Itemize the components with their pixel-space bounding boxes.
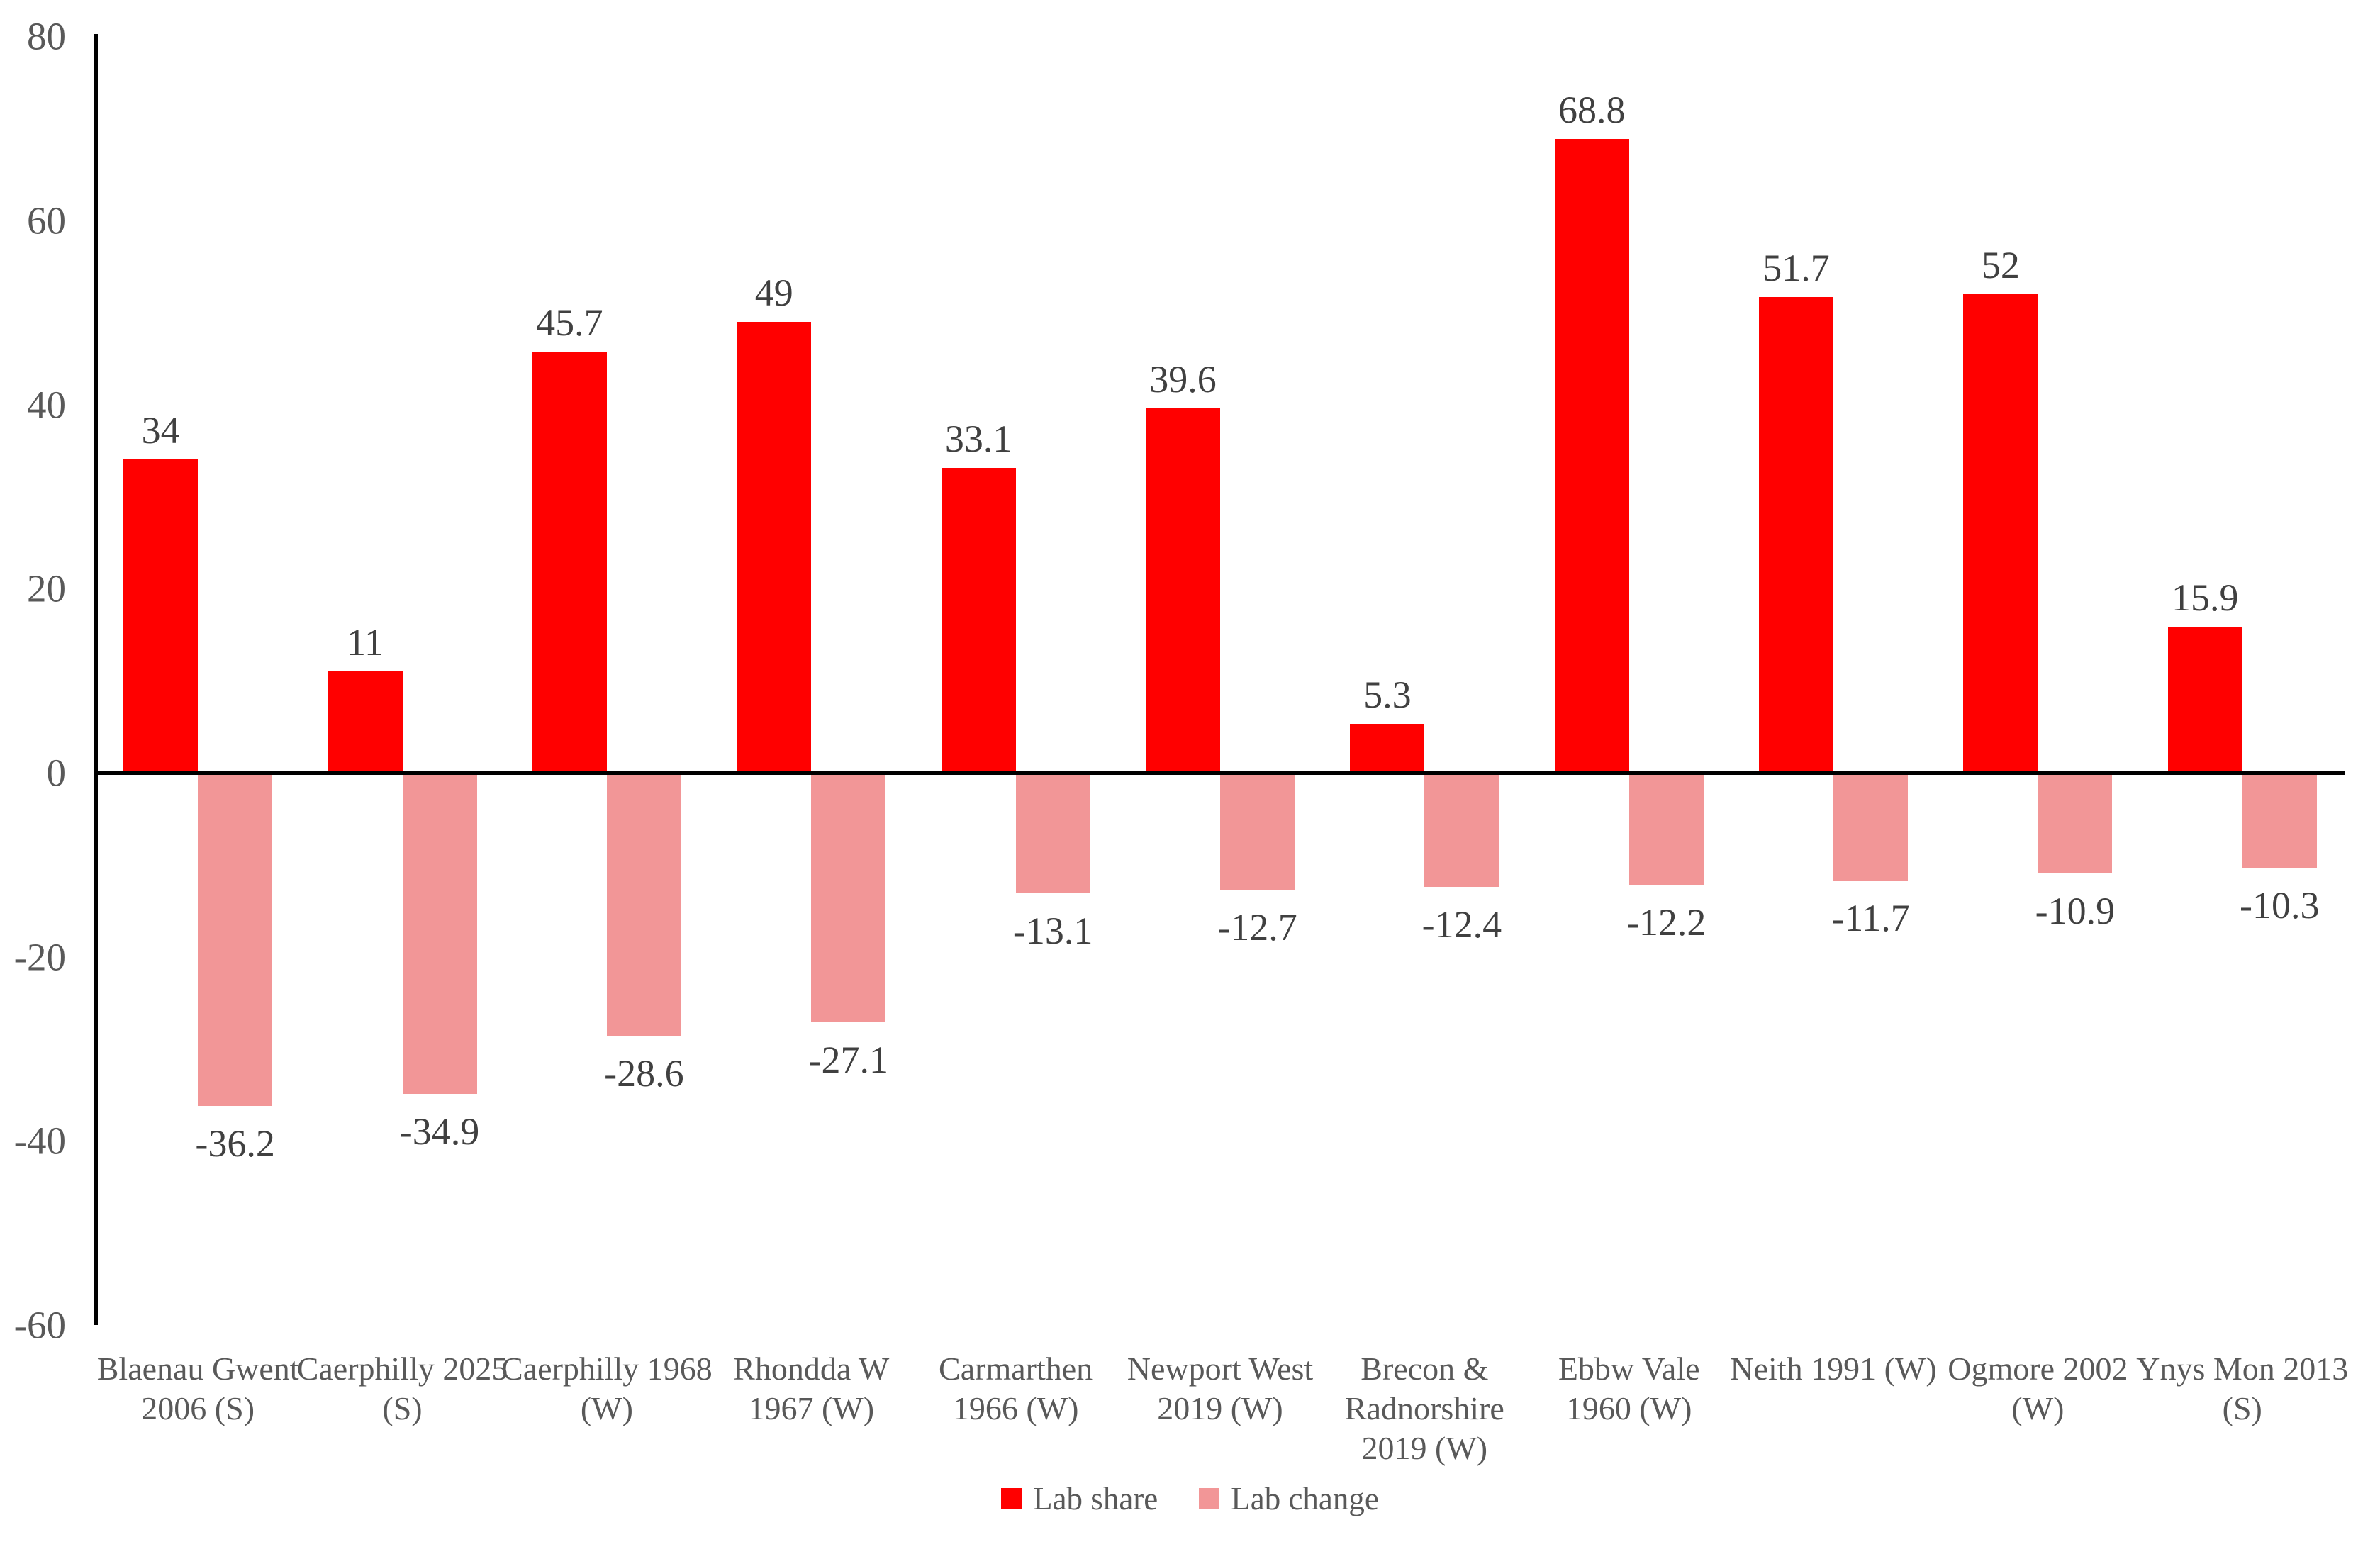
y-axis-line xyxy=(94,34,98,1325)
category-label-line: 2019 (W) xyxy=(1157,1390,1283,1427)
category-label-line: Rhondda W xyxy=(733,1351,890,1387)
legend: Lab share Lab change xyxy=(0,1480,2380,1517)
data-label-lab-change: -11.7 xyxy=(1831,896,1910,939)
legend-label: Lab share xyxy=(1033,1481,1158,1516)
y-tick-label: 40 xyxy=(27,383,66,427)
category-label-line: Carmarthen xyxy=(939,1351,1093,1387)
bar-lab-share xyxy=(1963,294,2038,773)
bar-lab-share xyxy=(1350,724,1425,773)
category-label-line: Radnorshire xyxy=(1344,1390,1504,1427)
bar-lab-change xyxy=(1015,773,1090,894)
category-label-line: Ogmore 2002 xyxy=(1948,1351,2128,1387)
category-label-line: (W) xyxy=(580,1390,633,1427)
category-label: Ebbw Vale 1960 (W) xyxy=(1480,1349,1778,1429)
category-label-line: 1960 (W) xyxy=(1565,1390,1692,1427)
category-label: Newport West 2019 (W) xyxy=(1071,1349,1369,1429)
category-label-line: Newport West xyxy=(1127,1351,1314,1387)
bar-lab-share xyxy=(123,459,199,773)
category-label-line: (S) xyxy=(2222,1390,2262,1427)
bar-lab-change xyxy=(1833,773,1909,881)
data-label-lab-share: 49 xyxy=(754,271,793,314)
bar-lab-change xyxy=(1424,773,1499,888)
data-label-lab-change: -10.3 xyxy=(2240,883,2320,927)
category-label: Ynys Mon 2013 (S) xyxy=(2094,1349,2380,1429)
bar-lab-share xyxy=(532,352,607,773)
y-tick-label: 80 xyxy=(27,14,66,58)
bar-lab-change xyxy=(1219,773,1295,890)
data-label-lab-change: -13.1 xyxy=(1012,910,1093,953)
category-label-line: Caerphilly 2025 xyxy=(296,1351,508,1387)
bar-lab-share xyxy=(2167,626,2242,773)
bar-lab-share xyxy=(941,468,1016,773)
category-label-line: (W) xyxy=(2011,1390,2065,1427)
y-tick-label: 20 xyxy=(27,566,66,610)
data-label-lab-share: 52 xyxy=(1981,243,2020,286)
data-label-lab-share: 68.8 xyxy=(1558,89,1626,132)
bar-lab-change xyxy=(606,773,681,1036)
data-label-lab-share: 34 xyxy=(141,409,180,452)
legend-item: Lab change xyxy=(1199,1480,1379,1517)
category-label: Ogmore 2002 (W) xyxy=(1889,1349,2186,1429)
bar-lab-share xyxy=(1554,139,1629,773)
data-label-lab-change: -27.1 xyxy=(808,1038,888,1081)
data-label-lab-change: -28.6 xyxy=(604,1052,684,1095)
bar-lab-share xyxy=(1145,408,1220,773)
data-label-lab-share: 5.3 xyxy=(1363,673,1412,717)
category-label: Brecon & Radnorshire 2019 (W) xyxy=(1275,1349,1573,1468)
bar-lab-share xyxy=(1759,296,1834,773)
bar-lab-change xyxy=(811,773,886,1022)
data-label-lab-change: -12.4 xyxy=(1421,903,1502,946)
category-label: Neith 1991 (W) xyxy=(1685,1349,1982,1389)
bar-lab-change xyxy=(198,773,273,1107)
data-label-lab-change: -12.7 xyxy=(1217,905,1297,949)
bar-lab-share xyxy=(737,321,812,773)
legend-label: Lab change xyxy=(1231,1481,1379,1516)
y-tick-label: -20 xyxy=(13,935,66,979)
category-label: Carmarthen 1966 (W) xyxy=(867,1349,1165,1429)
category-label: Rhondda W 1967 (W) xyxy=(662,1349,960,1429)
data-label-lab-share: 11 xyxy=(347,621,384,664)
category-label-line: Caerphilly 1968 xyxy=(501,1351,713,1387)
data-label-lab-change: -36.2 xyxy=(195,1122,275,1166)
data-label-lab-share: 39.6 xyxy=(1149,357,1217,401)
data-label-lab-change: -10.9 xyxy=(2035,889,2116,932)
y-tick-label: -40 xyxy=(13,1119,66,1163)
data-label-lab-share: 15.9 xyxy=(2172,576,2239,619)
category-label-line: 2006 (S) xyxy=(141,1390,255,1427)
category-label-line: Ebbw Vale xyxy=(1558,1351,1700,1387)
y-tick-label: 0 xyxy=(46,751,67,795)
category-label-line: Brecon & xyxy=(1361,1351,1489,1387)
bar-lab-change xyxy=(2242,773,2317,868)
y-tick-label: 60 xyxy=(27,199,66,242)
category-label-line: (S) xyxy=(382,1390,423,1427)
legend-swatch-icon xyxy=(1001,1488,1022,1509)
category-label-line: Neith 1991 (W) xyxy=(1730,1351,1937,1387)
category-label-line: 1967 (W) xyxy=(748,1390,875,1427)
category-label-line: 2019 (W) xyxy=(1361,1430,1488,1467)
y-tick-label: -60 xyxy=(13,1303,66,1347)
legend-swatch-icon xyxy=(1199,1488,1220,1509)
category-label: Caerphilly 2025 (S) xyxy=(254,1349,552,1429)
data-label-lab-share: 45.7 xyxy=(536,301,603,345)
bar-lab-change xyxy=(402,773,477,1095)
data-label-lab-share: 33.1 xyxy=(944,418,1012,461)
data-label-lab-change: -12.2 xyxy=(1626,901,1706,944)
category-label-line: Ynys Mon 2013 xyxy=(2136,1351,2349,1387)
bar-lab-change xyxy=(1628,773,1704,885)
data-label-lab-share: 51.7 xyxy=(1762,246,1830,289)
category-label: Caerphilly 1968 (W) xyxy=(458,1349,756,1429)
x-axis-zero-line xyxy=(94,771,2345,775)
category-label-line: 1966 (W) xyxy=(952,1390,1079,1427)
data-label-lab-change: -34.9 xyxy=(399,1110,480,1153)
category-label: Blaenau Gwent 2006 (S) xyxy=(49,1349,347,1429)
bar-lab-change xyxy=(2038,773,2113,873)
bar-lab-share xyxy=(328,671,403,773)
category-label-line: Blaenau Gwent xyxy=(96,1351,299,1387)
legend-item: Lab share xyxy=(1001,1480,1158,1517)
